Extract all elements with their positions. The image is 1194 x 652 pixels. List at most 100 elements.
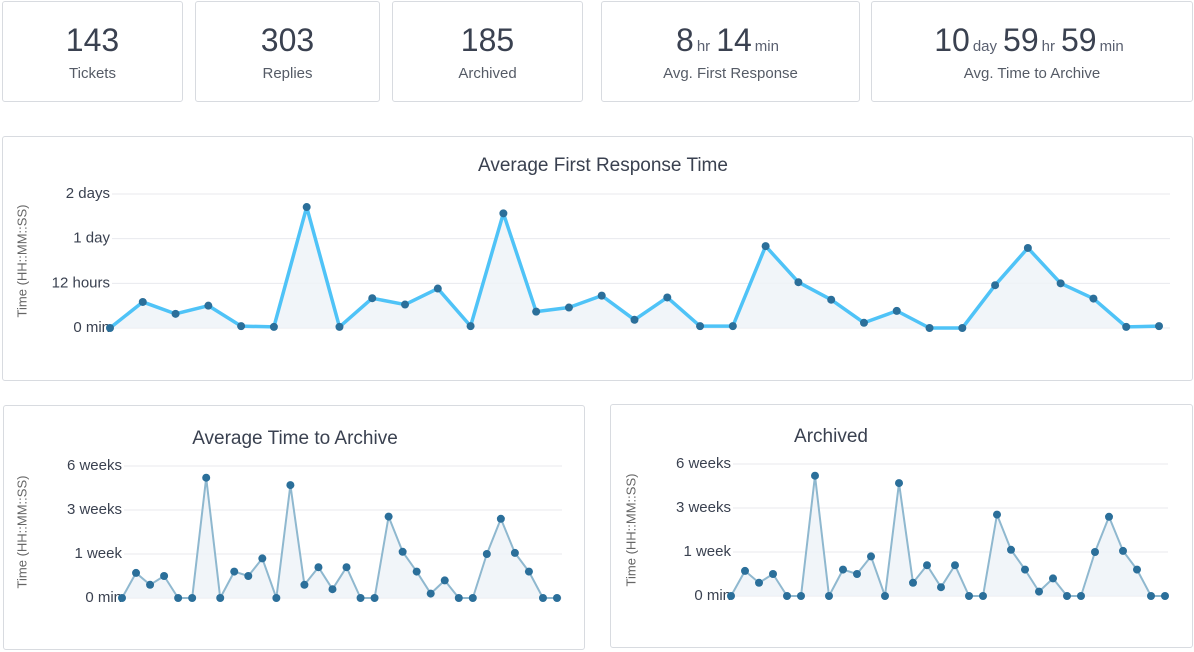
y-tick-label: 2 days (66, 185, 110, 202)
stat-unit: hr (696, 38, 711, 55)
point (991, 281, 1000, 290)
point (368, 294, 377, 303)
point (328, 585, 337, 594)
stat-value: 14 (716, 22, 752, 58)
point (825, 592, 833, 600)
point (138, 297, 147, 306)
point (171, 309, 180, 318)
point (1105, 512, 1113, 521)
line (121, 476, 557, 599)
y-tick-label: 6 weeks (67, 457, 122, 474)
stat-value-row: 185 (461, 21, 514, 59)
point (482, 550, 491, 558)
stat-card: 303 Replies (195, 1, 380, 102)
point (853, 570, 861, 578)
stat-value: 143 (65, 22, 120, 58)
point (630, 315, 639, 324)
point (1119, 546, 1127, 555)
point (146, 580, 155, 589)
point (510, 548, 519, 557)
line (730, 474, 1165, 597)
stat-label: Archived (458, 65, 517, 82)
point (958, 324, 967, 332)
point (827, 295, 836, 304)
stat-value-row: 303 (261, 21, 314, 59)
point (1155, 322, 1163, 331)
stat-unit: day (972, 38, 998, 55)
point (1049, 574, 1057, 583)
point (979, 592, 987, 600)
point (696, 322, 705, 331)
stat-value: 59 (1060, 22, 1097, 58)
point (532, 307, 541, 316)
area-fill (110, 207, 1159, 328)
point (1133, 565, 1141, 574)
chart-title: Archived (794, 426, 868, 447)
point (454, 594, 463, 602)
area-fill (122, 477, 557, 598)
point (237, 322, 246, 331)
point (1023, 243, 1032, 252)
point (597, 291, 606, 300)
point (741, 566, 749, 575)
point (384, 512, 393, 521)
stat-value: 59 (1003, 22, 1039, 58)
point (923, 561, 931, 570)
chart-title: Average Time to Archive (192, 428, 398, 449)
point (468, 594, 477, 602)
y-axis-label: Time (HH::MM::SS) (14, 476, 29, 589)
point (859, 318, 868, 327)
point (1007, 545, 1015, 554)
stat-card: 10 day 59 hr 59 min Avg. Time to Archive (871, 1, 1193, 102)
point (993, 510, 1001, 519)
chart-panel (2, 136, 1193, 381)
y-tick-label: 1 week (683, 543, 731, 560)
point (867, 552, 875, 561)
stat-card: 185 Archived (392, 1, 583, 102)
point (356, 594, 365, 602)
point (909, 578, 917, 587)
y-tick-label: 0 min (694, 587, 731, 604)
point (524, 567, 533, 576)
point (496, 514, 505, 523)
point (538, 594, 547, 602)
y-axis-label: Time (HH::MM::SS) (623, 474, 638, 587)
point (300, 580, 309, 589)
point (335, 322, 344, 331)
stat-value-row: 10 day 59 hr 59 min (934, 21, 1129, 59)
point (269, 322, 278, 331)
point (398, 547, 407, 556)
y-axis-label: Time (HH::MM::SS) (14, 205, 29, 318)
point (499, 209, 508, 218)
point (272, 594, 281, 602)
area-fill (731, 475, 1165, 596)
chart-title: Average First Response Time (478, 155, 728, 176)
point (811, 471, 819, 480)
point (727, 592, 735, 600)
point (564, 303, 573, 312)
point (797, 592, 805, 600)
point (1147, 592, 1155, 600)
point (892, 306, 901, 315)
point (755, 578, 763, 587)
point (204, 301, 213, 310)
point (426, 589, 435, 598)
point (1063, 592, 1071, 600)
point (188, 594, 197, 602)
point (370, 594, 379, 602)
point (1021, 565, 1029, 574)
point (466, 322, 475, 331)
point (314, 563, 323, 572)
point (761, 242, 770, 251)
point (895, 479, 903, 488)
stat-card: 8 hr 14 min Avg. First Response (601, 1, 860, 102)
point (342, 563, 351, 572)
point (728, 322, 737, 331)
point (216, 594, 225, 602)
stat-unit: min (1099, 38, 1124, 55)
point (783, 592, 791, 600)
point (433, 284, 442, 293)
point (951, 561, 959, 570)
